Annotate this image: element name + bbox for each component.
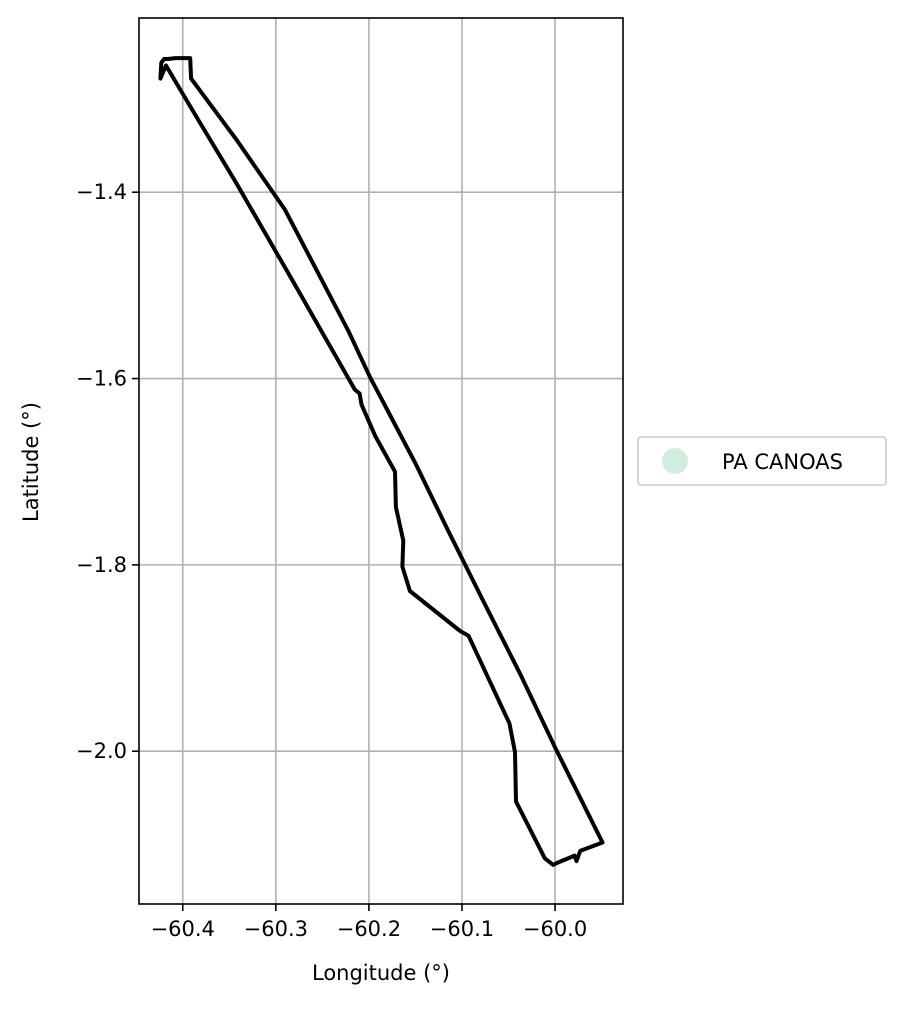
y-axis-ticks: −1.4 −1.6 −1.8 −2.0 [76,180,139,763]
grid-lines [139,18,623,904]
y-axis-label: Latitude (°) [19,402,43,522]
x-axis-ticks: −60.4 −60.3 −60.2 −60.1 −60.0 [151,904,587,941]
y-tick-label: −1.4 [76,180,127,204]
legend: PA CANOAS [637,436,887,486]
y-tick: −1.4 [76,180,139,204]
polygon-layer [158,56,605,867]
y-tick-label: −1.6 [76,367,127,391]
x-tick: −60.4 [151,904,215,941]
x-tick: −60.1 [430,904,494,941]
pa-canoas-boundary [158,56,605,867]
x-tick-label: −60.1 [430,917,494,941]
x-tick: −60.3 [244,904,308,941]
x-axis-label: Longitude (°) [312,961,450,985]
x-tick-label: −60.3 [244,917,308,941]
plot-frame [138,17,624,905]
y-tick-label: −2.0 [76,739,127,763]
x-tick: −60.2 [337,904,401,941]
legend-label: PA CANOAS [722,450,843,474]
y-tick: −2.0 [76,739,139,763]
x-tick: −60.0 [523,904,587,941]
x-tick-label: −60.2 [337,917,401,941]
legend-frame [637,436,887,486]
x-tick-label: −60.4 [151,917,215,941]
y-tick: −1.6 [76,367,139,391]
y-tick-label: −1.8 [76,553,127,577]
x-tick-label: −60.0 [523,917,587,941]
legend-marker [662,448,688,474]
y-tick: −1.8 [76,553,139,577]
